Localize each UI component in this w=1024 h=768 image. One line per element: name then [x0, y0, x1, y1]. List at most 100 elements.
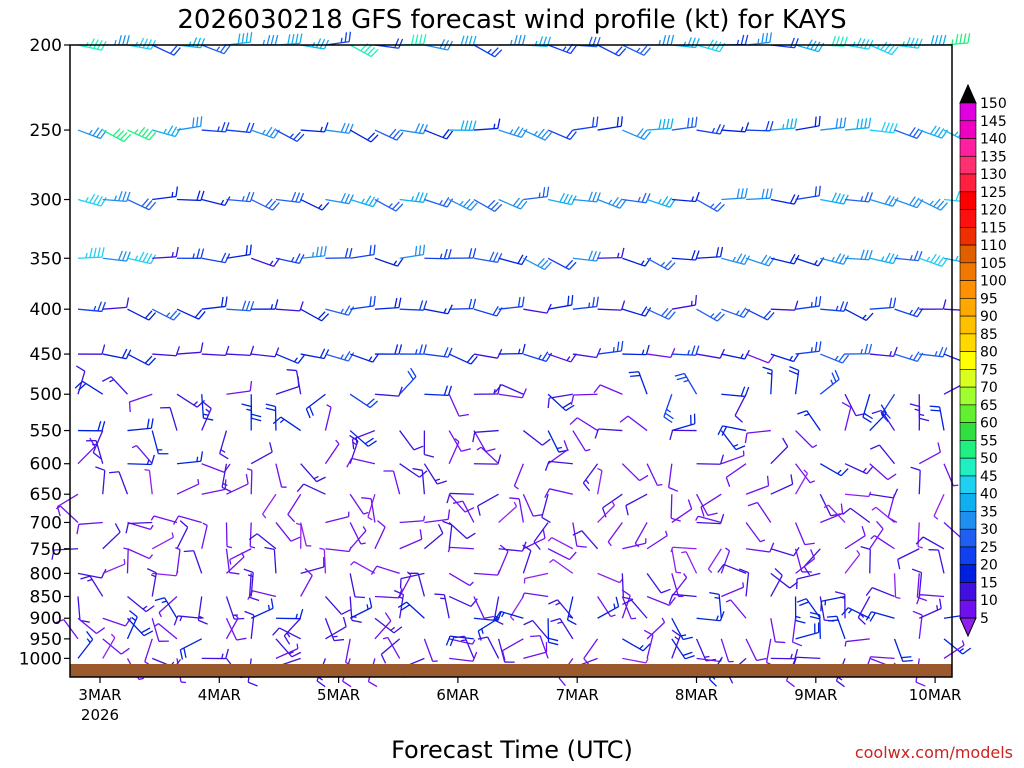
colorbar-swatch [959, 102, 977, 122]
wind-barb [423, 463, 447, 485]
wind-barb [918, 598, 942, 619]
wind-barb [523, 572, 549, 584]
wind-barb [127, 418, 154, 432]
wind-barb [696, 454, 724, 465]
wind-barb [250, 442, 273, 465]
wind-barb [671, 638, 695, 660]
wind-barb [349, 393, 379, 409]
wind-barb [102, 617, 132, 627]
wind-barb [523, 351, 553, 362]
wind-barb [424, 347, 453, 358]
wind-barb [498, 34, 526, 46]
wind-barb [244, 610, 255, 639]
colorbar-bottom-arrow [959, 617, 977, 638]
wind-barb [423, 430, 435, 458]
wind-barb [55, 505, 79, 523]
wind-barb [77, 596, 90, 623]
wind-barb [621, 596, 637, 620]
wind-barb [183, 550, 203, 574]
wind-barb [597, 572, 624, 584]
wind-barb [725, 599, 747, 619]
wind-barb [721, 122, 750, 133]
colorbar-swatch [959, 173, 977, 193]
wind-barb [844, 308, 874, 322]
wind-barb [844, 525, 866, 550]
y-tick-label: 700 [30, 513, 62, 533]
wind-barb [126, 610, 138, 640]
wind-barb [77, 344, 106, 355]
x-tick-label: 5MAR [317, 686, 360, 704]
colorbar-top-arrow [959, 83, 977, 104]
wind-barb [622, 128, 652, 141]
wind-barb [472, 429, 499, 443]
wind-barb [434, 593, 450, 619]
wind-barb [449, 120, 477, 131]
x-tick-label: 9MAR [794, 686, 837, 704]
wind-barb [794, 469, 809, 495]
wind-barb [300, 348, 330, 360]
wind-barb [894, 127, 924, 139]
wind-barb [151, 618, 169, 642]
wind-barb [275, 608, 304, 620]
wind-barb [275, 301, 304, 312]
wind-barb [770, 118, 798, 131]
wind-barb [721, 386, 750, 398]
wind-barb [820, 301, 849, 312]
wind-barb [919, 253, 949, 267]
wind-barb [473, 198, 503, 212]
credit-link[interactable]: coolwx.com/models [855, 743, 1013, 762]
wind-barb [300, 38, 330, 50]
wind-barb [671, 345, 700, 356]
x-tick-label: 6MAR [436, 686, 479, 704]
wind-barb [695, 493, 718, 517]
wind-barb [265, 403, 277, 431]
wind-barb [671, 573, 688, 597]
wind-barb [251, 34, 279, 46]
wind-barb [523, 528, 546, 550]
wind-barb [522, 493, 544, 517]
colorbar-swatch [959, 333, 977, 352]
wind-barb [77, 617, 106, 635]
wind-barb [625, 493, 648, 516]
wind-barb [869, 297, 897, 310]
wind-barb [74, 380, 104, 395]
wind-barb [597, 116, 623, 131]
wind-barb [325, 511, 350, 524]
wind-barb [399, 123, 429, 135]
wind-barb [622, 538, 647, 550]
wind-barb [842, 507, 871, 523]
wind-barb [621, 573, 634, 601]
colorbar-label: 15 [980, 575, 998, 591]
colorbar-label: 40 [980, 487, 998, 503]
wind-barb [102, 191, 131, 203]
wind-barb [721, 450, 745, 465]
colorbar-swatch [959, 386, 977, 406]
wind-barb [795, 622, 820, 640]
wind-barb [547, 536, 574, 550]
wind-barb [349, 596, 362, 623]
wind-barb [399, 529, 423, 550]
wind-barb [894, 37, 923, 49]
wind-barb [151, 308, 181, 321]
wind-barb [622, 44, 652, 56]
wind-barb [547, 257, 577, 271]
wind-barb [707, 548, 722, 574]
colorbar-swatch [959, 457, 977, 477]
wind-barb [498, 296, 525, 310]
wind-barb [272, 416, 302, 432]
y-tick-label: 300 [30, 191, 62, 211]
wind-barb [397, 601, 425, 619]
wind-barb [154, 623, 178, 640]
wind-barb [572, 191, 601, 203]
wind-barb [721, 253, 751, 266]
wind-barb [530, 635, 549, 659]
wind-barb [448, 430, 472, 452]
wind-barb [745, 522, 766, 543]
wind-barb [865, 611, 895, 622]
wind-barb [449, 248, 477, 259]
wind-barb [250, 598, 274, 619]
wind-barb [622, 257, 652, 267]
wind-barb [523, 303, 552, 314]
wind-barb [77, 127, 107, 140]
wind-barb [300, 463, 326, 483]
